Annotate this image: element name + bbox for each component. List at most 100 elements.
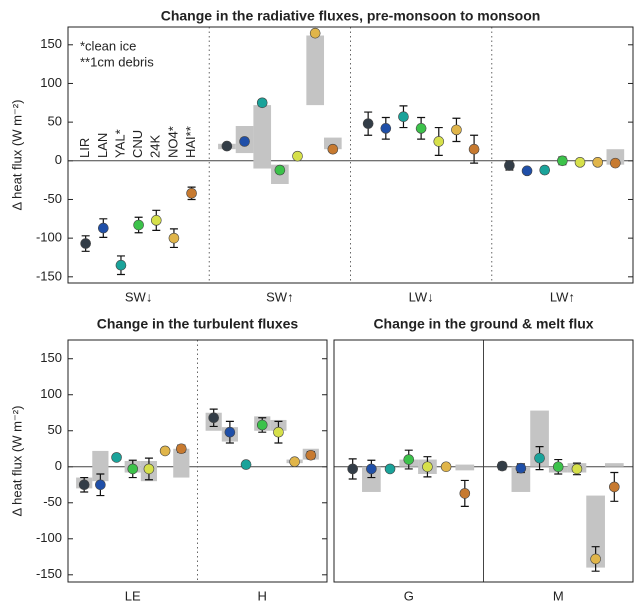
range-bar bbox=[586, 495, 605, 568]
data-point bbox=[186, 187, 197, 199]
data-point bbox=[239, 136, 250, 147]
data-point bbox=[347, 463, 358, 475]
data-point bbox=[78, 479, 90, 491]
x-tick-label: SW↓ bbox=[125, 289, 152, 304]
range-bar bbox=[306, 35, 325, 106]
y-tick-label: -50 bbox=[43, 191, 62, 206]
data-point bbox=[440, 461, 452, 473]
x-tick-label: G bbox=[404, 588, 414, 603]
y-axis-label: Δ heat flux (W m⁻²) bbox=[9, 406, 24, 517]
data-point bbox=[451, 124, 462, 136]
data-point bbox=[422, 461, 433, 473]
chart-title: Change in the turbulent fluxes bbox=[97, 316, 299, 332]
legend-label: YAL* bbox=[112, 129, 127, 158]
plot-frame bbox=[333, 339, 634, 583]
y-tick-label: 150 bbox=[40, 350, 62, 365]
x-tick-label: LE bbox=[125, 588, 141, 603]
data-point bbox=[159, 445, 171, 457]
y-tick-label: 0 bbox=[55, 458, 62, 473]
data-point bbox=[80, 238, 91, 249]
data-point bbox=[552, 461, 564, 473]
data-point bbox=[362, 118, 374, 129]
range-bar bbox=[253, 105, 272, 169]
data-point bbox=[256, 419, 268, 431]
data-point bbox=[610, 157, 621, 169]
x-tick-label: M bbox=[553, 588, 564, 603]
data-point bbox=[292, 150, 303, 162]
legend-label: LIR bbox=[77, 138, 92, 158]
data-point bbox=[176, 443, 187, 455]
data-point bbox=[309, 27, 321, 39]
y-tick-label: 150 bbox=[40, 36, 62, 51]
legend-label: LAN bbox=[95, 133, 110, 158]
y-tick-label: 50 bbox=[48, 422, 62, 437]
data-point bbox=[150, 215, 162, 226]
data-point bbox=[133, 219, 144, 231]
range-bar bbox=[362, 466, 381, 492]
y-tick-label: 0 bbox=[55, 152, 62, 167]
data-point bbox=[256, 97, 268, 109]
y-axis-label: Δ heat flux (W m⁻²) bbox=[9, 100, 24, 211]
data-point bbox=[143, 463, 155, 475]
data-point bbox=[534, 452, 545, 464]
y-tick-label: -100 bbox=[36, 530, 62, 545]
legend-label: NO4* bbox=[165, 126, 180, 158]
data-point bbox=[305, 449, 317, 461]
x-tick-label: H bbox=[258, 588, 267, 603]
data-point bbox=[515, 462, 527, 474]
data-point bbox=[127, 463, 139, 475]
data-point bbox=[115, 259, 127, 271]
data-point bbox=[240, 459, 252, 470]
annotation: *clean ice bbox=[80, 38, 136, 53]
data-point bbox=[521, 165, 533, 177]
data-point bbox=[111, 452, 122, 463]
range-bar bbox=[604, 463, 624, 467]
x-tick-label: LW↑ bbox=[550, 289, 575, 304]
data-point bbox=[592, 157, 603, 168]
annotation: **1cm debris bbox=[80, 54, 154, 69]
data-point bbox=[274, 164, 286, 176]
data-point bbox=[95, 479, 106, 491]
data-point bbox=[208, 412, 219, 424]
legend-label: CNU bbox=[130, 130, 145, 158]
data-point bbox=[433, 136, 445, 147]
range-bar bbox=[173, 448, 190, 478]
data-point bbox=[415, 123, 427, 134]
y-tick-label: 100 bbox=[40, 75, 62, 90]
data-point bbox=[504, 160, 515, 171]
data-point bbox=[380, 123, 392, 134]
plot-frame bbox=[67, 26, 634, 284]
data-point bbox=[574, 157, 586, 168]
data-point bbox=[571, 463, 583, 475]
data-point bbox=[168, 232, 180, 244]
data-point bbox=[384, 463, 396, 475]
data-point bbox=[221, 140, 233, 152]
legend-label: HAI** bbox=[183, 126, 198, 158]
y-tick-label: -50 bbox=[43, 494, 62, 509]
data-point bbox=[366, 463, 377, 475]
data-point bbox=[468, 143, 480, 155]
y-tick-label: 50 bbox=[48, 114, 62, 129]
y-tick-label: -100 bbox=[36, 230, 62, 245]
data-point bbox=[398, 111, 409, 123]
range-bar bbox=[530, 410, 549, 467]
data-point bbox=[98, 222, 109, 234]
data-point bbox=[327, 143, 339, 155]
chart-title: Change in the ground & melt flux bbox=[373, 316, 593, 332]
range-bar bbox=[455, 464, 475, 471]
x-tick-label: SW↑ bbox=[266, 289, 293, 304]
data-point bbox=[224, 426, 236, 438]
legend-label: 24K bbox=[148, 135, 163, 158]
data-point bbox=[289, 456, 300, 468]
data-point bbox=[496, 460, 508, 472]
y-tick-label: -150 bbox=[36, 566, 62, 581]
x-tick-label: LW↓ bbox=[409, 289, 434, 304]
y-tick-label: -150 bbox=[36, 268, 62, 283]
data-point bbox=[403, 454, 415, 465]
data-point bbox=[459, 488, 471, 499]
range-bar bbox=[324, 137, 342, 150]
data-point bbox=[539, 164, 551, 176]
y-tick-label: 100 bbox=[40, 386, 62, 401]
data-point bbox=[273, 426, 284, 438]
